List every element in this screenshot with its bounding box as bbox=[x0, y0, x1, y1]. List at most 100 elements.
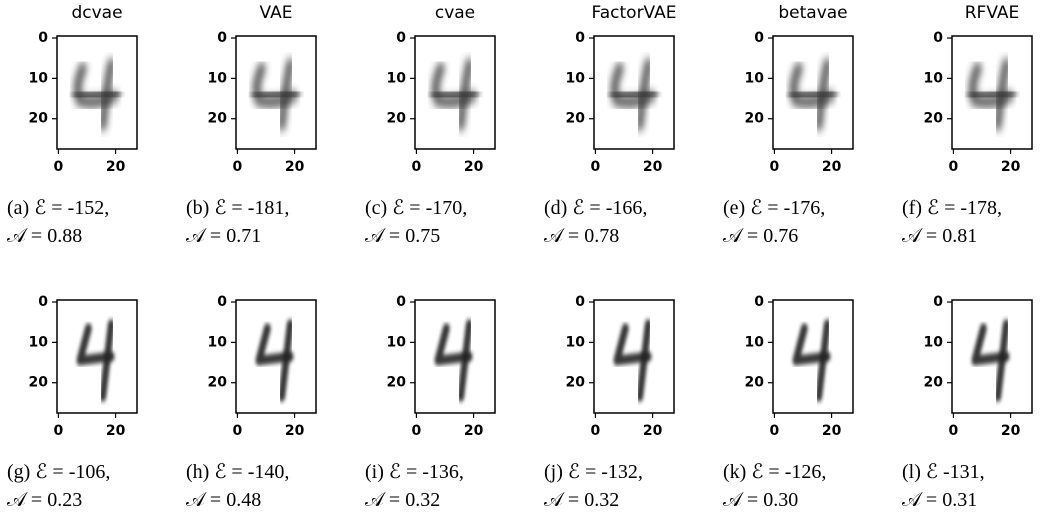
caption-line: 𝒜 = 0.78 bbox=[544, 225, 619, 247]
caption-line: (h) ℰ = -140, bbox=[186, 461, 289, 483]
digit-image bbox=[971, 319, 1010, 402]
caption-line: 𝒜 = 0.75 bbox=[365, 225, 440, 247]
caption-line: (a) ℰ = -152, bbox=[7, 197, 109, 219]
x-tick-label: 0 bbox=[770, 423, 780, 439]
digit-stroke bbox=[971, 323, 1010, 366]
y-tick-label: 10 bbox=[29, 70, 49, 86]
panel-title: cvae bbox=[435, 3, 475, 23]
caption-line: 𝒜 = 0.32 bbox=[365, 489, 440, 511]
digit-image bbox=[613, 319, 652, 402]
image-frame bbox=[56, 299, 138, 414]
digit-stroke bbox=[815, 319, 831, 402]
y-tick-label: 0 bbox=[217, 294, 227, 310]
y-tick-label: 10 bbox=[208, 70, 228, 86]
panel: RFVAE 0 10 20 0 20 (f) ℰ = -178, 𝒜 = 0.81 bbox=[902, 3, 1033, 247]
panel: 0 10 20 0 20 (h) ℰ = -140, 𝒜 = 0.48 bbox=[186, 294, 317, 511]
digit-stroke bbox=[434, 323, 473, 366]
y-tick-label: 20 bbox=[387, 375, 407, 391]
x-tick-label: 0 bbox=[233, 423, 243, 439]
x-tick-label: 20 bbox=[106, 159, 126, 175]
y-tick-label: 20 bbox=[208, 375, 228, 391]
y-tick-label: 20 bbox=[745, 375, 765, 391]
panel-title: RFVAE bbox=[965, 3, 1020, 23]
y-tick-label: 0 bbox=[396, 294, 406, 310]
y-tick-label: 10 bbox=[745, 334, 765, 350]
digit-image bbox=[792, 319, 831, 402]
x-tick-label: 0 bbox=[54, 159, 64, 175]
digit-stroke bbox=[967, 86, 1017, 103]
y-tick-label: 10 bbox=[566, 70, 586, 86]
digit-stroke bbox=[788, 86, 838, 103]
caption-line: 𝒜 = 0.30 bbox=[723, 489, 798, 511]
image-frame bbox=[56, 35, 138, 150]
y-tick-label: 10 bbox=[387, 334, 407, 350]
x-tick-label: 20 bbox=[1001, 159, 1021, 175]
x-tick-label: 20 bbox=[285, 159, 305, 175]
image-frame bbox=[772, 299, 854, 414]
x-tick-label: 20 bbox=[1001, 423, 1021, 439]
y-tick-label: 20 bbox=[924, 375, 944, 391]
y-tick-label: 0 bbox=[933, 30, 943, 46]
panel: betavae 0 10 20 0 20 (e) ℰ = -176, 𝒜 = 0.76 bbox=[723, 3, 854, 247]
digit-image bbox=[967, 58, 1017, 131]
caption-line: (k) ℰ = -126, bbox=[723, 461, 826, 483]
caption-line: (f) ℰ = -178, bbox=[902, 197, 1002, 219]
y-tick-label: 20 bbox=[566, 375, 586, 391]
y-tick-label: 10 bbox=[387, 70, 407, 86]
y-tick-label: 0 bbox=[38, 30, 48, 46]
digit-stroke bbox=[457, 319, 473, 402]
caption-line: 𝒜 = 0.71 bbox=[186, 225, 261, 247]
panel-title: dcvae bbox=[71, 3, 122, 23]
caption-line: (g) ℰ = -106, bbox=[7, 461, 110, 483]
y-tick-label: 20 bbox=[387, 111, 407, 127]
image-frame bbox=[951, 299, 1033, 414]
image-frame bbox=[414, 299, 496, 414]
x-tick-label: 0 bbox=[591, 423, 601, 439]
digit-stroke bbox=[636, 319, 652, 402]
digit-image bbox=[76, 319, 115, 402]
y-tick-label: 0 bbox=[933, 294, 943, 310]
y-tick-label: 10 bbox=[566, 334, 586, 350]
digit-stroke bbox=[99, 319, 115, 402]
caption-line: 𝒜 = 0.32 bbox=[544, 489, 619, 511]
x-tick-label: 0 bbox=[770, 159, 780, 175]
x-tick-label: 20 bbox=[822, 159, 842, 175]
panel: cvae 0 10 20 0 20 (c) ℰ = -170, 𝒜 = 0.75 bbox=[365, 3, 496, 247]
x-tick-label: 20 bbox=[464, 159, 484, 175]
x-tick-label: 0 bbox=[949, 159, 959, 175]
y-tick-label: 0 bbox=[575, 294, 585, 310]
y-tick-label: 20 bbox=[924, 111, 944, 127]
panel-title: FactorVAE bbox=[592, 3, 677, 23]
image-frame bbox=[235, 299, 317, 414]
digit-stroke bbox=[613, 323, 652, 366]
y-tick-label: 10 bbox=[29, 334, 49, 350]
panel: 0 10 20 0 20 (i) ℰ = -136, 𝒜 = 0.32 bbox=[365, 294, 496, 511]
y-tick-label: 0 bbox=[396, 30, 406, 46]
y-tick-label: 0 bbox=[38, 294, 48, 310]
caption-line: 𝒜 = 0.31 bbox=[902, 489, 977, 511]
panel-title: betavae bbox=[778, 3, 847, 23]
caption-line: (i) ℰ = -136, bbox=[365, 461, 464, 483]
y-tick-label: 10 bbox=[924, 334, 944, 350]
digit-stroke bbox=[76, 323, 115, 366]
caption-line: (d) ℰ = -166, bbox=[544, 197, 647, 219]
panel: VAE 0 10 20 0 20 (b) ℰ = -181, 𝒜 = 0.71 bbox=[186, 3, 317, 247]
digit-stroke bbox=[430, 86, 480, 103]
y-tick-label: 10 bbox=[924, 70, 944, 86]
caption-line: 𝒜 = 0.81 bbox=[902, 225, 977, 247]
caption-line: 𝒜 = 0.76 bbox=[723, 225, 798, 247]
panel: 0 10 20 0 20 (k) ℰ = -126, 𝒜 = 0.30 bbox=[723, 294, 854, 511]
digit-image bbox=[251, 58, 301, 131]
y-tick-label: 20 bbox=[208, 111, 228, 127]
panel: FactorVAE 0 10 20 0 20 (d) ℰ = -166, 𝒜 = 0.78 bbox=[544, 3, 676, 247]
x-tick-label: 20 bbox=[285, 423, 305, 439]
digit-image bbox=[609, 58, 659, 131]
digit-image bbox=[430, 58, 480, 131]
x-tick-label: 0 bbox=[54, 423, 64, 439]
panel: 0 10 20 0 20 (l) ℰ -131, 𝒜 = 0.31 bbox=[902, 294, 1033, 511]
caption-line: (c) ℰ = -170, bbox=[365, 197, 467, 219]
x-tick-label: 0 bbox=[949, 423, 959, 439]
digit-stroke bbox=[792, 323, 831, 366]
caption-line: 𝒜 = 0.88 bbox=[7, 225, 82, 247]
